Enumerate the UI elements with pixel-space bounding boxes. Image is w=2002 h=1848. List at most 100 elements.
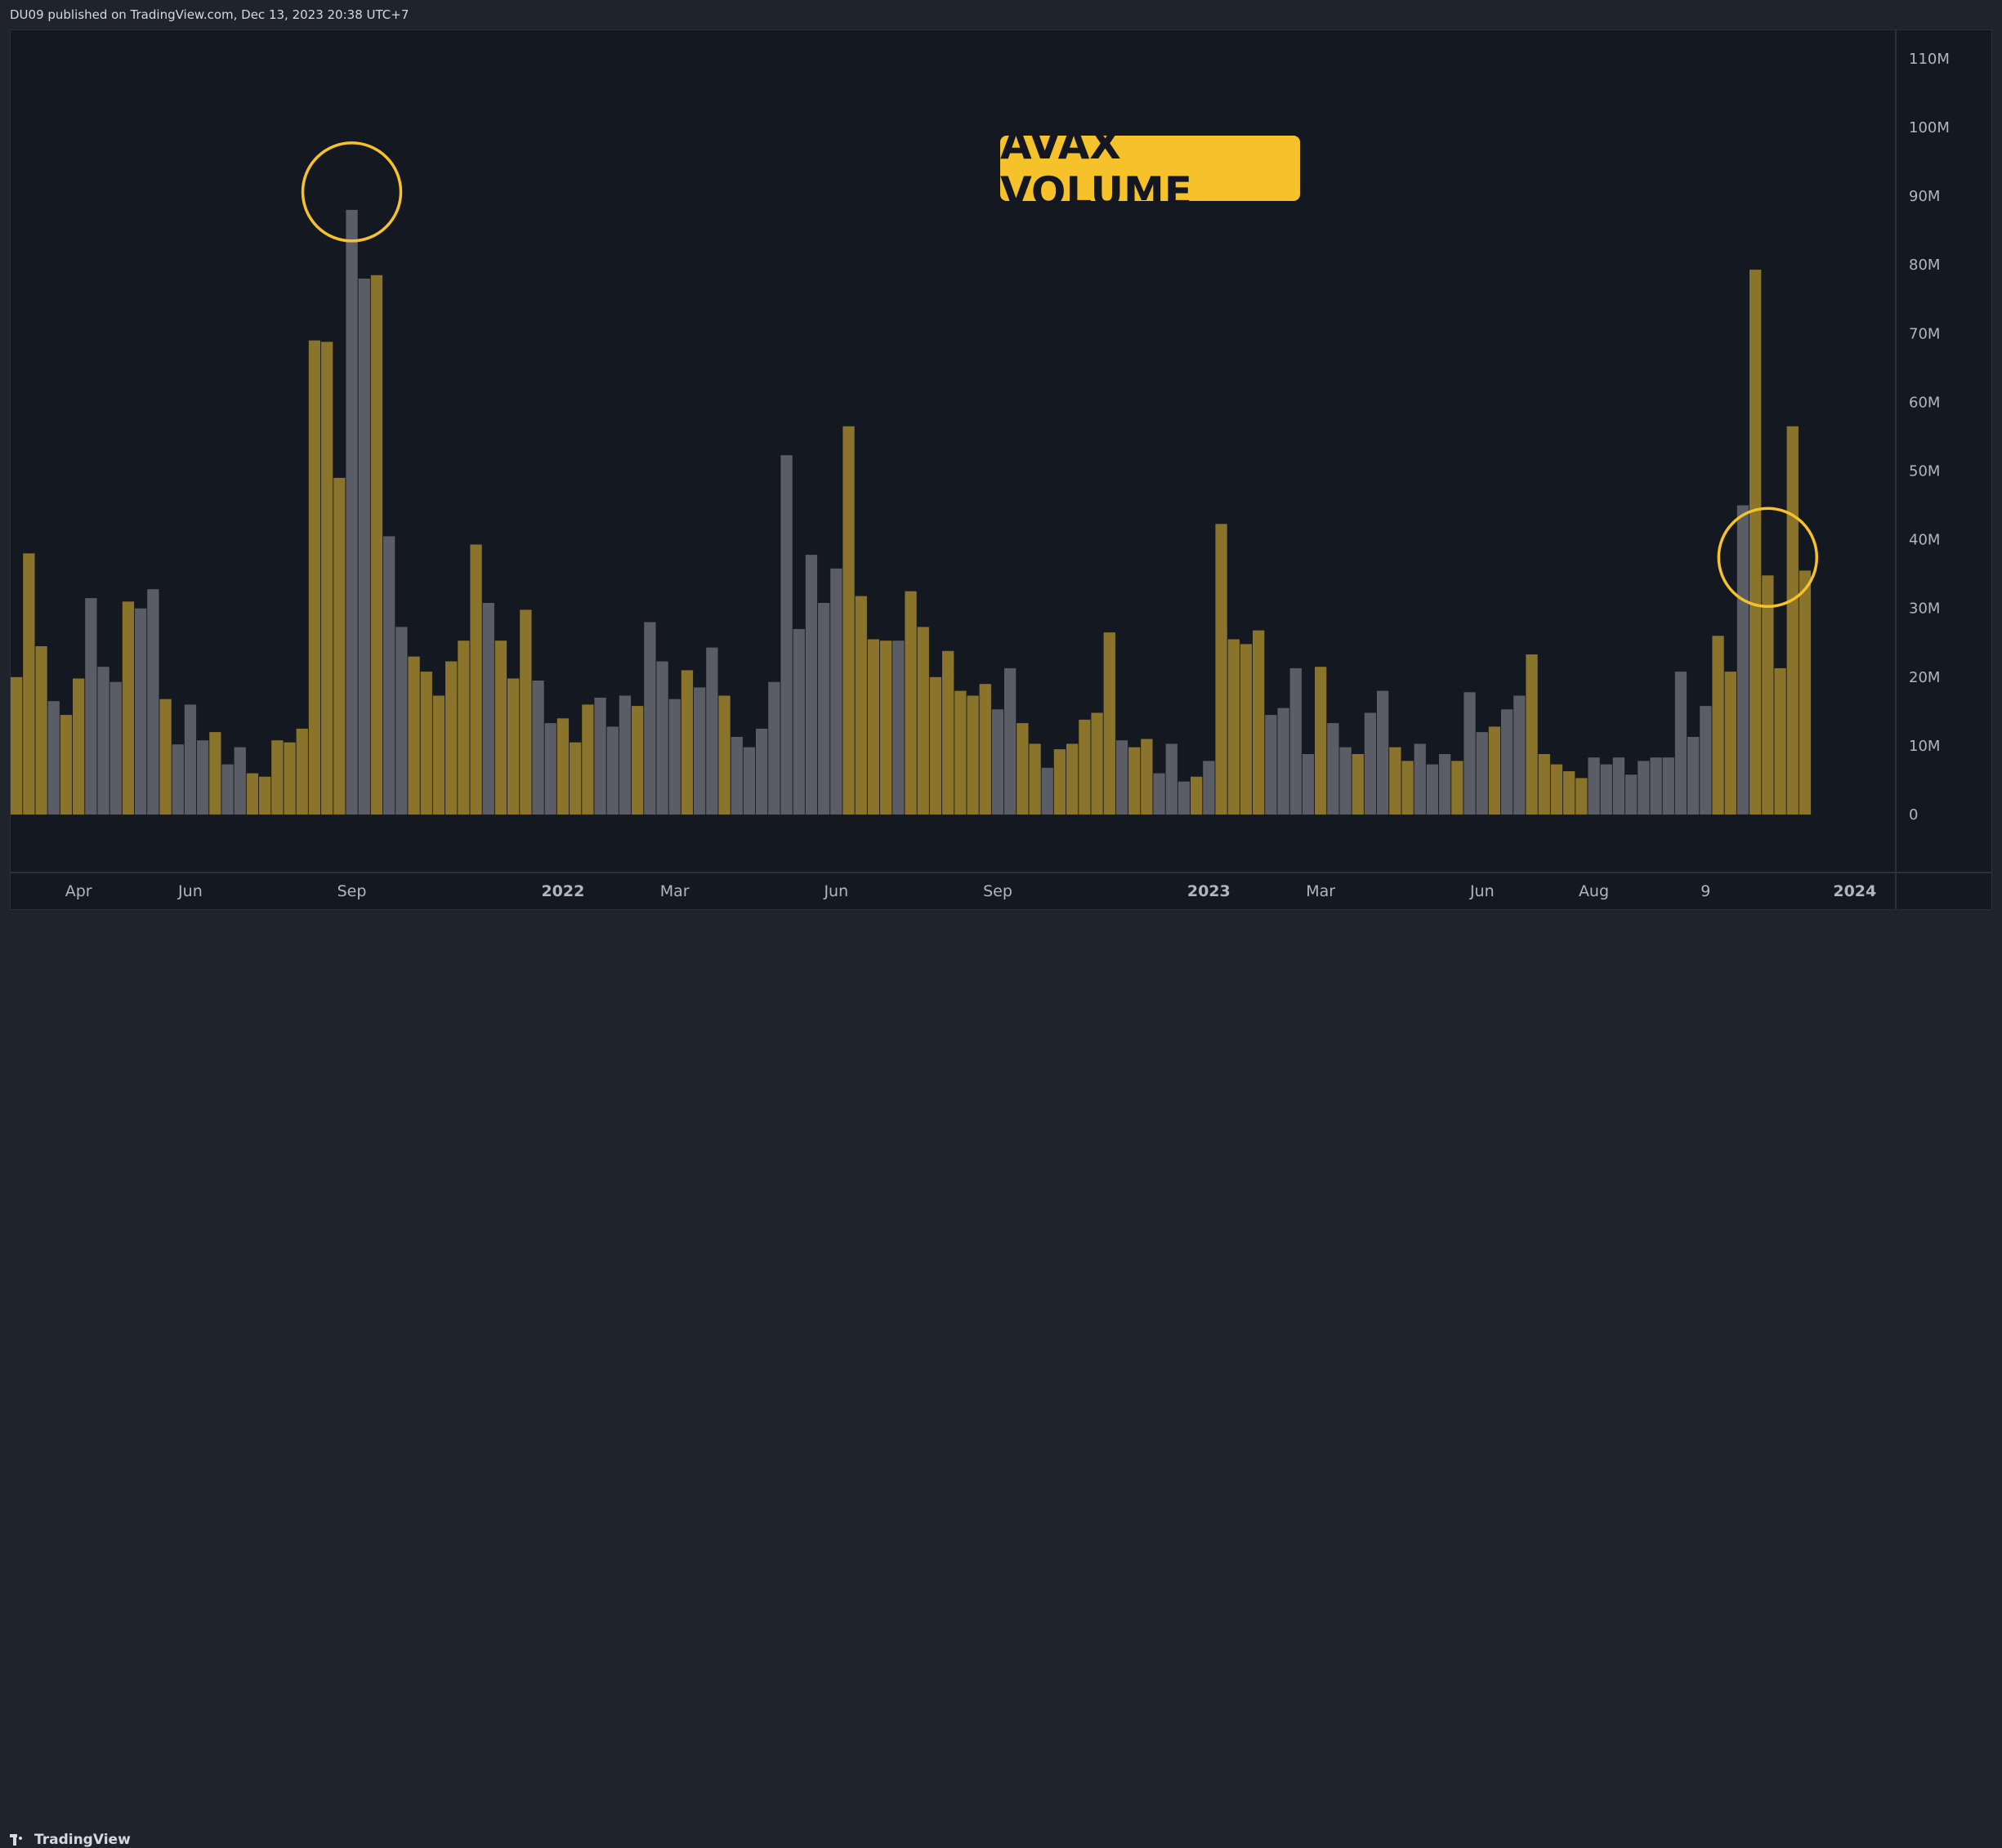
volume-bar <box>1687 737 1700 815</box>
peak-highlights <box>301 141 1819 609</box>
volume-bar <box>432 695 445 815</box>
time-axis-label: 9 <box>1700 882 1710 900</box>
volume-bar <box>570 742 582 815</box>
volume-bar <box>1203 761 1215 815</box>
volume-bar <box>1600 764 1612 815</box>
volume-bar <box>1215 524 1227 815</box>
volume-bar <box>1712 636 1724 815</box>
price-axis-label: 50M <box>1909 463 1940 480</box>
volume-bar <box>209 732 221 815</box>
volume-bar <box>917 627 929 815</box>
volume-bar <box>1588 757 1600 815</box>
volume-bar <box>1017 723 1029 815</box>
volume-bar <box>1638 761 1650 815</box>
volume-bar <box>35 646 47 815</box>
volume-bar <box>1650 757 1662 815</box>
time-axis-label: Aug <box>1579 882 1609 900</box>
time-axis-label: 2024 <box>1833 882 1876 900</box>
volume-bar <box>855 596 867 815</box>
volume-bar <box>1227 639 1240 815</box>
volume-bar <box>1277 708 1289 815</box>
volume-bar <box>358 279 370 815</box>
volume-bar <box>1550 764 1563 815</box>
volume-bar <box>73 678 85 815</box>
volume-bar <box>842 426 855 815</box>
volume-bar <box>221 764 234 815</box>
tradingview-logo[interactable]: TradingView <box>10 1832 131 1848</box>
volume-bar <box>122 601 135 815</box>
volume-bar <box>818 603 830 815</box>
volume-bar <box>284 742 296 815</box>
volume-bar <box>420 672 432 815</box>
volume-bar <box>1079 719 1091 815</box>
price-axis-label: 0 <box>1909 806 1918 824</box>
volume-bar <box>147 589 159 815</box>
volume-bar <box>1004 667 1017 815</box>
volume-bar <box>408 656 420 815</box>
volume-bar <box>694 687 706 815</box>
volume-bar <box>594 698 606 815</box>
volume-bar <box>308 340 321 815</box>
volume-bar <box>1153 773 1165 815</box>
volume-bar <box>1389 747 1401 815</box>
volume-bar <box>905 591 917 815</box>
volume-bar <box>1041 767 1053 815</box>
price-axis-label: 80M <box>1909 257 1940 274</box>
volume-bar <box>458 641 470 815</box>
volume-bar <box>85 598 97 815</box>
peak-highlight-circle <box>1717 507 1819 609</box>
volume-bar <box>1799 570 1812 815</box>
footer-bar: TradingView <box>0 910 2002 1848</box>
volume-chart[interactable]: 0 10M 20M 30M 40M 50M 60M 70M 80M 90M 100M 110M Apr… <box>0 0 2002 948</box>
time-axis: Apr Jun Sep 2022 Mar Jun Sep 2023 Mar Jun Aug 9 2024 <box>65 882 1876 900</box>
volume-bar <box>395 627 408 815</box>
volume-bar <box>1029 743 1041 815</box>
volume-bar <box>1674 672 1687 815</box>
volume-bar <box>544 723 556 815</box>
volume-bar <box>991 709 1004 815</box>
volume-bar <box>172 744 184 815</box>
volume-bar <box>1128 747 1141 815</box>
volume-bar <box>1700 706 1712 815</box>
volume-bar <box>1115 740 1128 815</box>
volume-bar <box>1091 712 1103 815</box>
price-axis-label: 60M <box>1909 394 1940 411</box>
volume-bar <box>1377 690 1389 815</box>
volume-bar <box>1774 667 1786 815</box>
volume-bar <box>954 690 967 815</box>
volume-bar <box>296 728 308 815</box>
price-axis-label: 100M <box>1909 119 1950 136</box>
chart-title-badge: AVAX VOLUME <box>1000 121 1300 216</box>
volume-bar <box>333 477 346 815</box>
price-axis-label: 30M <box>1909 600 1940 618</box>
volume-bar <box>1178 781 1191 815</box>
volume-bar <box>1464 692 1476 815</box>
time-axis-label: Sep <box>337 882 367 900</box>
price-axis-label: 20M <box>1909 669 1940 686</box>
tradingview-logo-icon <box>10 1834 29 1846</box>
volume-bar <box>929 676 942 815</box>
volume-bar <box>880 641 892 815</box>
volume-bar <box>706 647 718 815</box>
volume-bar <box>1439 754 1451 815</box>
volume-bar <box>507 678 520 815</box>
volume-bar <box>1786 426 1799 815</box>
volume-bar <box>1488 726 1501 815</box>
volume-bar <box>1538 754 1550 815</box>
volume-bar <box>1724 672 1736 815</box>
volume-bar <box>11 676 23 815</box>
volume-bar <box>1563 771 1575 815</box>
volume-bar <box>346 209 358 815</box>
time-axis-label: Apr <box>65 882 92 900</box>
volume-bar <box>780 455 793 815</box>
volume-bar <box>830 568 842 815</box>
volume-bar <box>1625 774 1638 815</box>
volume-bar <box>743 747 756 815</box>
volume-bar <box>1364 712 1377 815</box>
time-axis-label: Sep <box>983 882 1012 900</box>
volume-bar <box>1762 575 1774 815</box>
volume-bar <box>619 695 632 815</box>
volume-bar <box>644 622 656 815</box>
time-axis-label: Jun <box>823 882 848 900</box>
volume-bar <box>731 737 743 815</box>
